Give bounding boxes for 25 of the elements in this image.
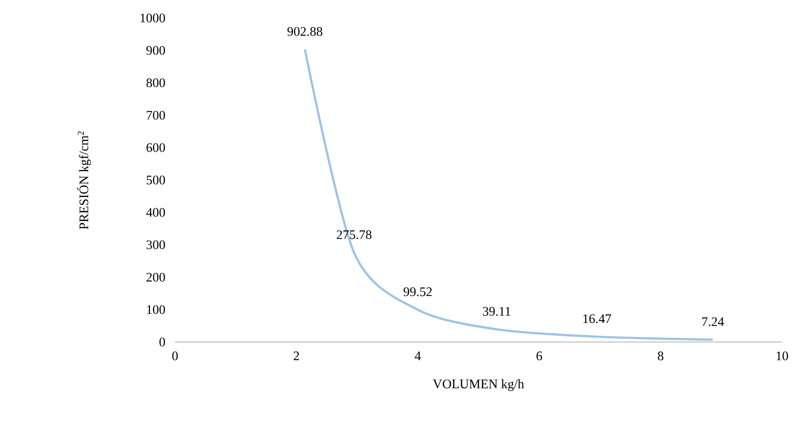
- x-tick-label: 8: [658, 352, 664, 360]
- x-tick-label: 6: [536, 352, 542, 360]
- y-tick-label: 1000: [140, 14, 165, 22]
- y-tick-label: 100: [147, 305, 165, 314]
- y-tick-label: 500: [146, 176, 165, 184]
- y-tick-label: 400: [146, 208, 165, 217]
- y-tick-label: 200: [146, 272, 165, 282]
- data-label: 39.11: [482, 307, 510, 316]
- y-tick-label: 300: [146, 240, 165, 250]
- y-tick-label: 0: [159, 338, 165, 346]
- x-tick-label: 0: [172, 352, 178, 360]
- x-tick-label: 2: [294, 352, 299, 360]
- x-axis-title: VOLUMEN kg/h: [432, 379, 524, 392]
- data-label: 7.24: [702, 317, 724, 326]
- y-tick-label: 900: [146, 46, 165, 55]
- x-tick-label: 10: [776, 352, 788, 360]
- data-label: 16.47: [583, 314, 612, 324]
- y-tick-label: 600: [146, 143, 165, 152]
- data-label: 902.88: [287, 27, 322, 36]
- x-tick-label: 4: [414, 352, 421, 360]
- y-tick-label: 700: [146, 110, 165, 120]
- data-label: 99.52: [404, 287, 432, 296]
- data-label: 275.78: [336, 230, 372, 240]
- y-axis-title: PRESIÓN kgf/cm$^{2}$: [76, 131, 91, 230]
- y-tick-label: 800: [146, 78, 165, 88]
